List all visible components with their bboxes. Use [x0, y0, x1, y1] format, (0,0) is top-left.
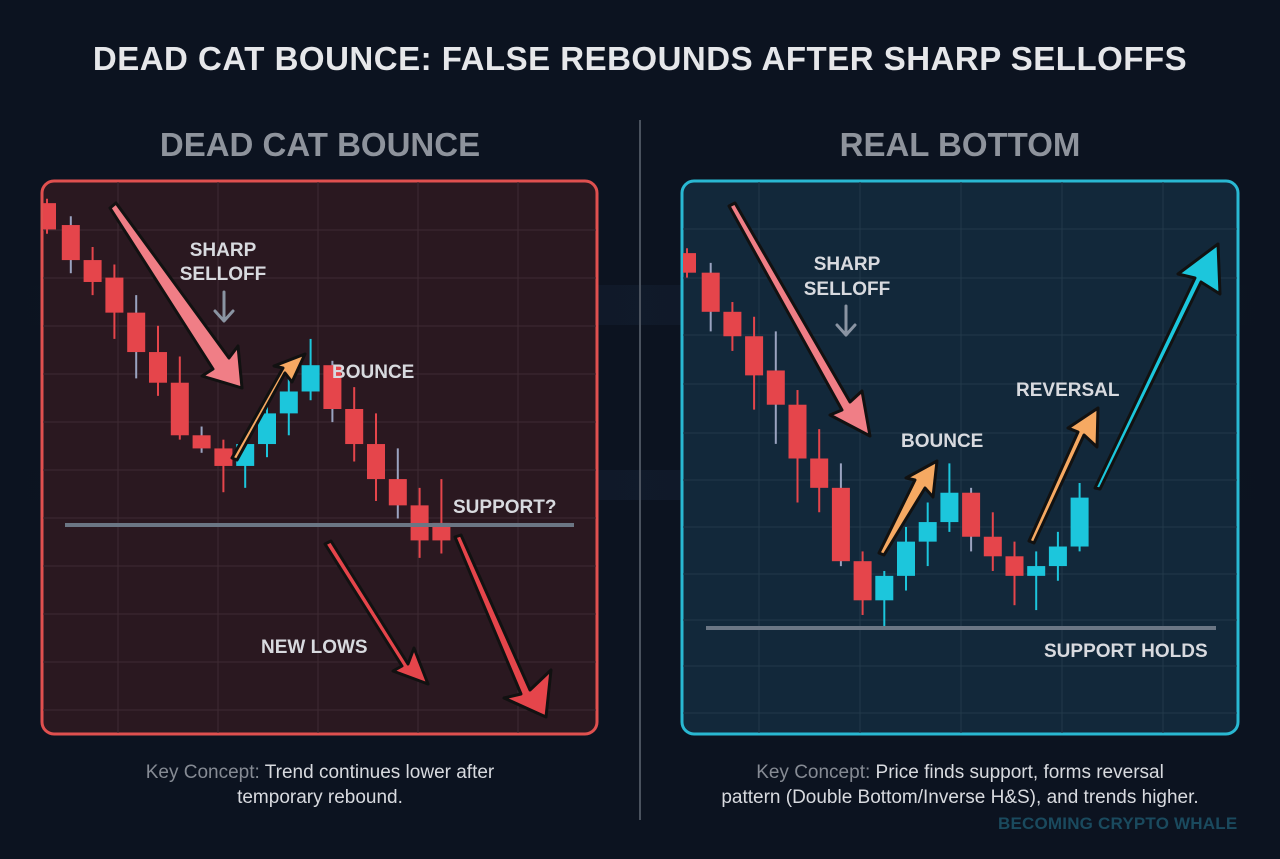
right-chart-panel: SHARP SELLOFF BOUNCE REVERSAL SUPPORT HO…	[680, 179, 1240, 736]
left-chart-panel: SHARP SELLOFF BOUNCE SUPPORT? NEW LOWS	[40, 179, 599, 736]
right-bounce-arrow-icon	[877, 459, 939, 557]
right-reversal-label: REVERSAL	[1016, 380, 1120, 401]
right-bounce-label: BOUNCE	[901, 431, 983, 452]
bearish-candle	[149, 352, 167, 383]
right-caption: Key Concept: Price finds support, forms …	[680, 760, 1240, 810]
bearish-candle	[323, 365, 342, 409]
panel-divider	[639, 120, 641, 820]
right-selloff-down-arrow-icon	[835, 304, 857, 337]
bearish-candle	[853, 561, 872, 601]
bearish-candle	[766, 370, 785, 405]
bearish-candle	[962, 492, 981, 537]
right-panel-heading: REAL BOTTOM	[839, 126, 1081, 163]
bearish-candle	[788, 404, 807, 459]
bearish-candle	[831, 487, 850, 562]
right-uptrend-arrow-icon	[1093, 242, 1222, 491]
bearish-candle	[410, 505, 429, 541]
left-panel-heading: DEAD CAT BOUNCE	[159, 126, 481, 163]
bullish-candle	[258, 413, 276, 445]
bearish-candle	[192, 435, 211, 449]
bullish-candle	[279, 391, 298, 414]
bearish-candle	[810, 458, 829, 488]
left-caption-line1: Trend continues lower after	[259, 762, 495, 783]
bearish-candle	[1005, 556, 1024, 576]
bullish-candle	[1048, 546, 1067, 567]
left-continuation-arrow-icon	[453, 533, 553, 719]
left-new-lows-arrow-icon	[323, 539, 430, 686]
bearish-candle	[983, 536, 1002, 557]
left-selloff-label: SHARP	[190, 240, 257, 261]
right-support-label: SUPPORT HOLDS	[1044, 641, 1208, 662]
bearish-candle	[745, 336, 764, 376]
left-selloff-arrow-icon	[108, 201, 244, 390]
main-title: DEAD CAT BOUNCE: FALSE REBOUNDS AFTER SH…	[92, 40, 1188, 77]
left-caption: Key Concept: Trend continues lower after…	[80, 760, 560, 810]
watermark: BECOMING CRYPTO WHALE	[998, 814, 1238, 833]
bullish-candle	[1027, 566, 1046, 576]
right-reversal-arrow-icon	[1027, 406, 1100, 545]
left-new-lows-label: NEW LOWS	[261, 637, 368, 658]
bearish-candle	[170, 382, 189, 436]
right-caption-line1: Price finds support, forms reversal	[870, 762, 1164, 783]
bullish-candle	[1070, 497, 1089, 547]
right-selloff-label: SHARP	[814, 254, 881, 275]
bearish-candle	[214, 448, 233, 466]
bearish-candle	[683, 253, 696, 273]
bearish-candle	[43, 203, 56, 230]
bearish-candle	[388, 479, 407, 506]
bearish-candle	[127, 312, 146, 353]
bearish-candle	[105, 277, 124, 313]
right-caption-label: Key Concept:	[756, 762, 871, 783]
right-candles	[683, 248, 1089, 630]
bullish-candle	[897, 541, 915, 576]
bullish-candle	[918, 522, 937, 542]
bullish-candle	[875, 575, 894, 601]
left-caption-label: Key Concept:	[145, 762, 260, 783]
bearish-candle	[61, 225, 80, 261]
bearish-candle	[367, 444, 385, 480]
right-selloff-label-2: SELLOFF	[804, 279, 891, 300]
bearish-candle	[701, 272, 720, 312]
bearish-candle	[432, 522, 451, 541]
bearish-candle	[723, 311, 742, 337]
left-gridlines	[43, 182, 596, 733]
bearish-candle	[345, 409, 364, 445]
left-selloff-label-2: SELLOFF	[180, 264, 267, 285]
left-bounce-arrow-icon	[230, 352, 307, 462]
left-selloff-down-arrow-icon	[213, 290, 235, 323]
bullish-candle	[940, 492, 959, 523]
bearish-candle	[83, 260, 102, 282]
left-candles	[43, 198, 451, 558]
left-support-label: SUPPORT?	[453, 497, 556, 518]
right-selloff-arrow-icon	[727, 201, 872, 438]
left-bounce-label: BOUNCE	[332, 362, 414, 383]
left-caption-line2: temporary rebound.	[237, 787, 403, 808]
bullish-candle	[301, 365, 320, 392]
right-caption-line2: pattern (Double Bottom/Inverse H&S), and…	[721, 787, 1199, 808]
